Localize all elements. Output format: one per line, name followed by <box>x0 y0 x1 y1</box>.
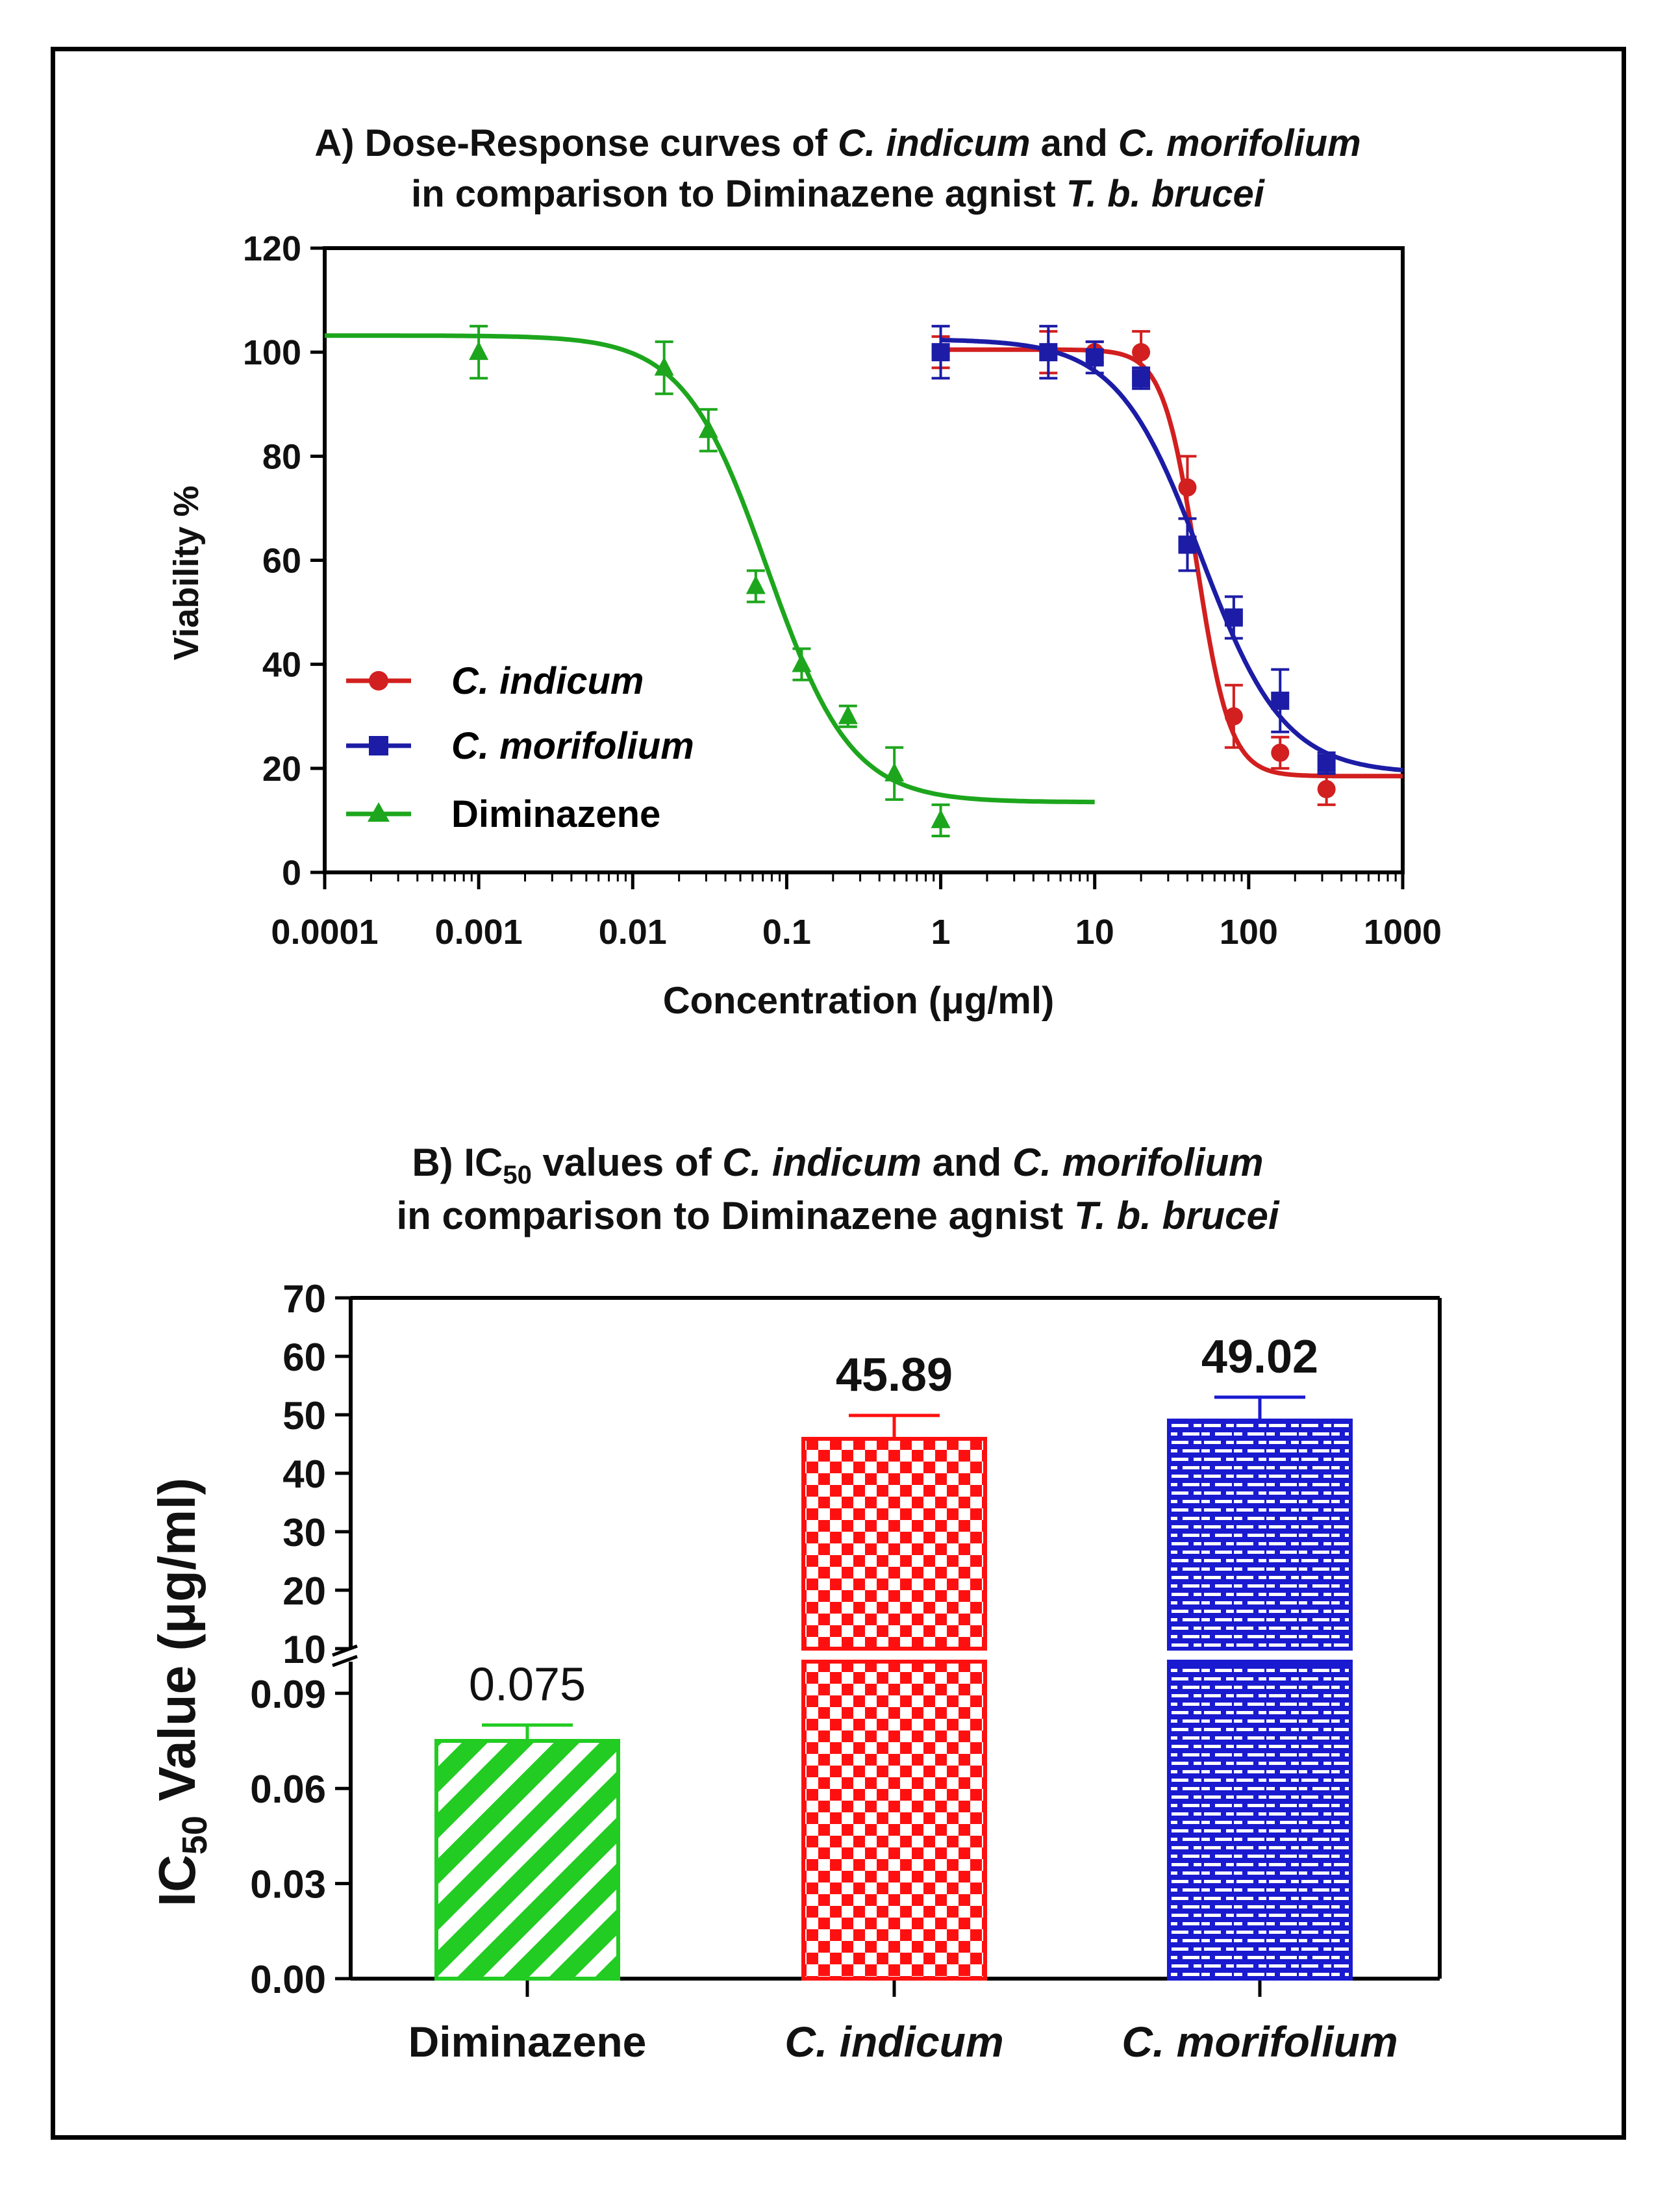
bar-upper <box>801 1436 987 1651</box>
panel-a-ylabel: Viability % <box>167 485 206 660</box>
y-tick-label: 60 <box>262 542 301 581</box>
legend-label-c-indicum: C. indicum <box>451 660 644 702</box>
y-tick-label: 20 <box>282 1569 326 1613</box>
x-tick-label: 0.01 <box>599 913 667 952</box>
panel-b-ylabel: IC50 Value (μg/ml) <box>148 1478 214 1907</box>
y-tick-label: 40 <box>262 646 301 685</box>
data-point <box>698 419 718 438</box>
fit-curve-triangle <box>325 333 1095 805</box>
y-tick-label: 30 <box>282 1511 326 1554</box>
data-point <box>746 575 766 594</box>
panel-a-plot: 0 20 40 60 80 100 120 0.0001 0.001 0.01 0.1 1 10 100 1… <box>243 229 1442 952</box>
x-tick-label: 100 <box>1220 913 1278 952</box>
data-point <box>1085 348 1104 367</box>
legend-marker-diminazene <box>368 802 390 822</box>
legend-label-diminazene: Diminazene <box>451 793 660 835</box>
y-tick-label: 0.03 <box>250 1863 326 1907</box>
x-tick-label: 10 <box>1075 913 1114 952</box>
y-tick-label: 20 <box>262 750 301 789</box>
data-point <box>884 762 905 781</box>
data-point <box>838 705 858 724</box>
data-point <box>1224 707 1243 726</box>
y-tick-label: 40 <box>282 1452 326 1496</box>
bar <box>434 1739 620 1981</box>
y-tick-label: 60 <box>282 1336 326 1379</box>
data-point <box>1178 478 1197 497</box>
y-tick-label: 0.00 <box>250 1958 326 2001</box>
legend-marker-c-morifolium <box>369 736 388 755</box>
x-tick-label: 0.0001 <box>271 913 378 952</box>
y-tick-label: 70 <box>282 1277 326 1321</box>
x-tick-label: 0.1 <box>762 913 811 952</box>
bar-value-label: 0.075 <box>469 1659 586 1711</box>
data-point <box>931 343 950 362</box>
panel-b-plot: 10 20 30 40 50 60 70 0.00 0.03 0.06 0.09 0.075 Dimin… <box>250 1277 1442 2066</box>
bar-lower <box>1167 1660 1353 1981</box>
axis-break-mark <box>332 1654 358 1667</box>
y-tick-label: 0.09 <box>250 1673 326 1716</box>
x-tick-label: 1 <box>931 913 951 952</box>
bar-upper <box>1167 1418 1353 1651</box>
panel-b-title-line2: in comparison to Diminazene agnist T. b.… <box>396 1194 1279 1237</box>
category-label: C. morifolium <box>1122 2018 1398 2066</box>
panel-a-title-line2: in comparison to Diminazene agnist T. b.… <box>411 173 1266 215</box>
legend-label-c-morifolium: C. morifolium <box>451 725 694 767</box>
data-point <box>1317 754 1336 772</box>
x-tick-label: 0.001 <box>435 913 523 952</box>
fit-curve-square <box>940 338 1403 772</box>
fit-curve-circle <box>940 347 1403 779</box>
y-tick-label: 0 <box>282 854 301 893</box>
panel-a-legend: C. indicum C. morifolium Diminazene <box>346 660 694 835</box>
data-point <box>1039 343 1058 362</box>
data-point <box>1317 780 1336 798</box>
data-point <box>931 809 951 828</box>
data-point <box>1132 369 1151 388</box>
data-point <box>1178 535 1197 554</box>
y-tick-label: 100 <box>243 333 301 372</box>
bar-value-label: 49.02 <box>1201 1331 1318 1383</box>
data-point <box>654 357 674 376</box>
legend-marker-c-indicum <box>369 671 388 691</box>
data-point <box>1271 743 1290 762</box>
panel-b-title-line1: B) IC50 values of C. indicum and C. mori… <box>412 1141 1263 1189</box>
data-point <box>792 653 812 672</box>
y-tick-label: 120 <box>243 229 301 268</box>
bar-lower <box>801 1660 987 1981</box>
y-tick-label: 0.06 <box>250 1768 326 1811</box>
data-point <box>1271 691 1290 710</box>
panel-a-xlabel: Concentration (μg/ml) <box>663 980 1055 1022</box>
data-point <box>1224 608 1243 627</box>
figure-frame <box>51 47 1626 2140</box>
category-label: C. indicum <box>784 2018 1003 2066</box>
panel-a-title-line1: A) Dose-Response curves of C. indicum an… <box>314 122 1360 164</box>
data-point <box>469 341 489 361</box>
panel-a-axes-box <box>323 246 1405 874</box>
data-point <box>1132 343 1151 362</box>
axis-break-mark <box>332 1644 358 1657</box>
x-tick-label: 1000 <box>1364 913 1442 952</box>
bar-value-label: 45.89 <box>836 1349 953 1401</box>
y-tick-label: 50 <box>282 1394 326 1438</box>
y-tick-label: 10 <box>282 1628 326 1671</box>
y-tick-label: 80 <box>262 437 301 476</box>
category-label: Diminazene <box>408 2018 647 2066</box>
